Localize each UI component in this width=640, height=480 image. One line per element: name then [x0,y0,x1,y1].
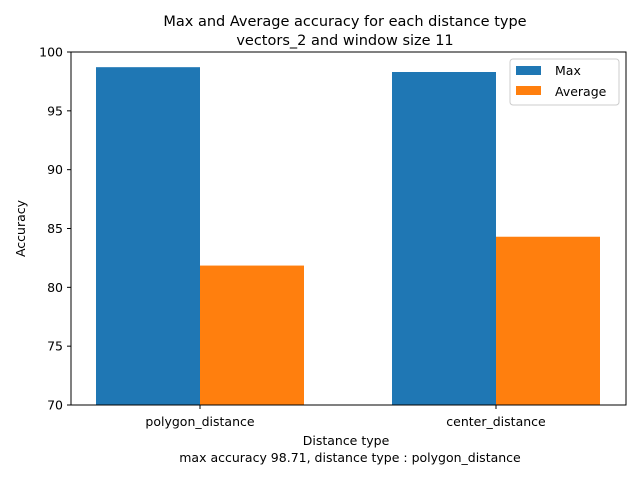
legend-label-max: Max [555,63,581,78]
bars-group [96,67,600,406]
y-axis: 70 75 80 85 90 95 100 [39,45,71,413]
y-tick-label: 70 [47,398,63,413]
plot-frame [70,51,627,406]
x-tick-label: polygon_distance [145,414,254,429]
y-tick-label: 100 [39,45,63,60]
legend-label-average: Average [555,84,607,99]
bar-average-center-distance [496,236,600,405]
x-tick-label: center_distance [446,414,546,429]
y-tick-label: 85 [47,221,63,236]
bar-max-polygon-distance [96,67,200,405]
x-axis-label: Distance type [303,433,390,448]
y-tick-label: 90 [47,162,63,177]
legend-swatch-average [516,86,541,95]
legend-swatch-max [516,66,541,75]
legend: Max Average [509,58,620,106]
bar-max-center-distance [392,72,496,406]
y-tick-label: 80 [47,280,63,295]
chart-title-line-2: vectors_2 and window size 11 [236,33,453,49]
chart-note: max accuracy 98.71, distance type : poly… [179,450,521,465]
y-axis-label: Accuracy [13,199,28,257]
chart-title-line-1: Max and Average accuracy for each distan… [163,14,526,30]
y-tick-label: 75 [47,339,63,354]
y-tick-label: 95 [47,103,63,118]
x-axis: polygon_distance center_distance [145,405,546,429]
bar-average-polygon-distance [200,265,304,405]
